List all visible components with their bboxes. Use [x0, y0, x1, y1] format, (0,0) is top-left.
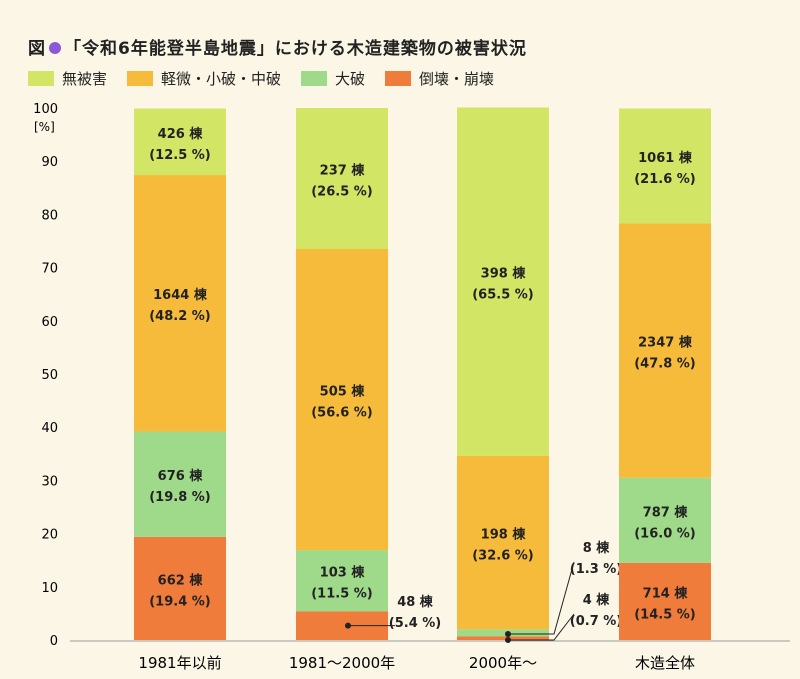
- title-text: 「令和6年能登半島地震」における木造建築物の被害状況: [64, 39, 527, 59]
- y-tick-label: 60: [41, 315, 58, 330]
- data-label-count: 2347 棟: [638, 335, 693, 351]
- y-tick-label: 30: [41, 474, 58, 489]
- bar-segment: [619, 562, 711, 640]
- x-tick-label: 1981～2000年: [289, 654, 395, 672]
- data-label-percent: (19.8 %): [149, 490, 211, 505]
- bar-segment: [619, 223, 711, 478]
- legend-item: 大破: [301, 68, 365, 89]
- bar-segment: [457, 107, 549, 456]
- data-label-percent: (12.5 %): [149, 148, 211, 163]
- bar-segment: [134, 536, 226, 640]
- bar-segment: [619, 477, 711, 563]
- y-tick-label: 10: [41, 581, 58, 596]
- bar-segment: [457, 636, 549, 640]
- legend-swatch: [385, 71, 412, 86]
- data-label-percent: (56.6 %): [311, 406, 373, 421]
- y-tick-label: 80: [41, 208, 58, 223]
- legend-swatch: [301, 71, 328, 86]
- bar-segment: [134, 175, 226, 432]
- data-label-count: 676 棟: [158, 468, 204, 484]
- x-tick-label: 木造全体: [635, 654, 695, 672]
- data-label-percent: (0.7 %): [570, 614, 622, 629]
- data-label-count: 103 棟: [320, 565, 366, 581]
- y-tick-label: 0: [50, 634, 58, 649]
- data-label-count: 8 棟: [583, 540, 611, 556]
- leader-line: [508, 613, 575, 641]
- y-tick-label: 20: [41, 528, 58, 543]
- bar-segment: [296, 248, 388, 551]
- data-label-percent: (19.4 %): [149, 594, 211, 609]
- data-label-percent: (65.5 %): [472, 288, 534, 303]
- chart-title: 図「令和6年能登半島地震」における木造建築物の被害状況: [28, 34, 527, 59]
- data-label-count: 48 棟: [397, 594, 434, 610]
- legend-item: 無被害: [28, 68, 107, 89]
- legend-swatch: [127, 71, 154, 86]
- bullet-icon: [49, 42, 61, 54]
- leader-line: [508, 561, 575, 635]
- leader-dot: [505, 637, 511, 643]
- data-label-count: 198 棟: [481, 527, 527, 543]
- data-label-percent: (14.5 %): [634, 607, 696, 622]
- bar-segment: [134, 108, 226, 176]
- y-tick-label: 40: [41, 421, 58, 436]
- data-label-percent: (5.4 %): [389, 616, 441, 631]
- data-label-count: 4 棟: [583, 592, 611, 608]
- y-axis-label: [%]: [34, 120, 55, 134]
- legend: 無被害 軽微・小破・中破 大破 倒壊・崩壊: [28, 68, 494, 89]
- data-label-percent: (16.0 %): [634, 526, 696, 541]
- legend-label: 軽微・小破・中破: [161, 70, 282, 88]
- data-label-count: 714 棟: [643, 585, 689, 601]
- legend-item: 倒壊・崩壊: [385, 68, 494, 89]
- bar-segment: [296, 550, 388, 612]
- data-label-count: 662 棟: [158, 572, 204, 588]
- data-label-count: 426 棟: [158, 126, 204, 142]
- legend-label: 大破: [335, 70, 366, 88]
- x-tick-label: 2000年～: [469, 654, 537, 672]
- data-label-count: 237 棟: [320, 162, 366, 178]
- data-label-percent: (48.2 %): [149, 309, 211, 324]
- leader-dot: [345, 622, 351, 629]
- bar-segment: [296, 108, 388, 249]
- data-label-percent: (21.6 %): [634, 172, 696, 187]
- x-tick-label: 1981年以前: [138, 654, 221, 672]
- data-label-count: 1061 棟: [638, 150, 693, 166]
- figure-prefix: 図: [28, 39, 46, 59]
- bar-segment: [457, 455, 549, 630]
- y-tick-label: 90: [41, 155, 58, 170]
- bar-segment: [134, 431, 226, 537]
- legend-swatch: [28, 71, 54, 86]
- bar-segment: [619, 108, 711, 224]
- legend-item: 軽微・小破・中破: [127, 68, 281, 89]
- data-label-percent: (11.5 %): [311, 587, 373, 602]
- data-label-percent: (47.8 %): [634, 357, 696, 372]
- y-tick-label: 100: [33, 102, 58, 117]
- data-label-percent: (32.6 %): [472, 549, 534, 564]
- data-label-count: 1644 棟: [153, 287, 208, 303]
- legend-label: 無被害: [62, 70, 108, 88]
- data-label-count: 787 棟: [643, 504, 689, 520]
- data-label-percent: (26.5 %): [311, 184, 373, 199]
- data-label-count: 505 棟: [320, 384, 366, 400]
- y-tick-label: 70: [41, 262, 58, 277]
- leader-dot: [505, 631, 511, 637]
- bar-segment: [457, 629, 549, 637]
- legend-label: 倒壊・崩壊: [419, 70, 495, 88]
- data-label-percent: (1.3 %): [570, 562, 622, 577]
- data-label-count: 398 棟: [481, 266, 527, 282]
- y-tick-label: 50: [41, 368, 58, 383]
